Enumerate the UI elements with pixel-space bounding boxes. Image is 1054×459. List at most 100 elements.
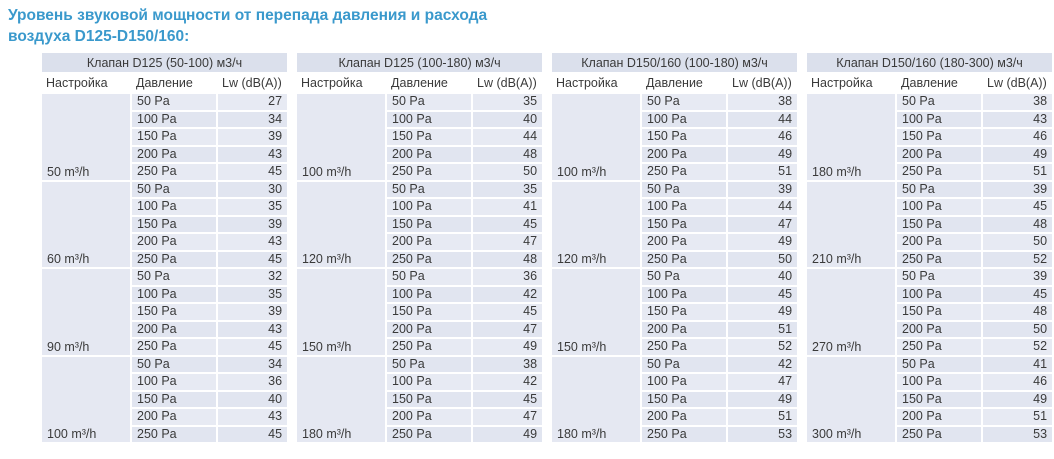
setting-cell: 120 m³/h [552, 181, 641, 267]
lw-value-cell: 44 [728, 111, 798, 127]
lw-value-cell: 42 [728, 356, 798, 372]
lw-value-cell: 53 [983, 426, 1053, 442]
table-row: 200 Pa 49 [807, 146, 1053, 162]
table-row: 120 m³/h 50 Pa 39 [552, 181, 798, 267]
pressure-cell: 100 Pa [642, 111, 727, 127]
pressure-cell: 250 Pa [642, 339, 727, 355]
lw-value-cell: 45 [218, 164, 288, 180]
tables-container: Клапан D125 (50-100) м3/ч Настройка Давлен… [40, 51, 1054, 444]
lw-value-cell: 39 [218, 129, 288, 145]
column-header-row: Настройка Давление Lw (dB(A)) [42, 74, 288, 92]
table-row: 250 Pa 45 [42, 426, 288, 442]
lw-value-cell: 45 [473, 304, 543, 320]
pressure-cell: 150 Pa [642, 129, 727, 145]
lw-value-cell: 36 [473, 269, 543, 285]
column-header-setting: Настройка [807, 74, 896, 92]
table-row: 100 Pa 45 [807, 286, 1053, 302]
pressure-cell: 150 Pa [642, 304, 727, 320]
table-row: 150 Pa 39 [42, 216, 288, 232]
lw-value-cell: 47 [728, 216, 798, 232]
table-title: Клапан D150/160 (100-180) м3/ч [552, 53, 798, 72]
lw-value-cell: 39 [218, 304, 288, 320]
lw-value-cell: 51 [983, 409, 1053, 425]
pressure-cell: 150 Pa [132, 129, 216, 145]
column-header-lw: Lw (dB(A)) [983, 74, 1053, 92]
pressure-cell: 100 Pa [642, 199, 727, 215]
lw-value-cell: 39 [983, 181, 1053, 197]
table-title-row: Клапан D125 (50-100) м3/ч [42, 53, 288, 72]
table-row: 150 Pa 45 [297, 216, 543, 232]
pressure-cell: 50 Pa [897, 94, 982, 110]
pressure-cell: 50 Pa [387, 356, 472, 372]
lw-value-cell: 49 [983, 391, 1053, 407]
lw-value-cell: 47 [473, 234, 543, 250]
table-row: 100 Pa 42 [297, 374, 543, 390]
lw-value-cell: 52 [728, 339, 798, 355]
lw-value-cell: 50 [983, 321, 1053, 337]
pressure-cell: 200 Pa [387, 409, 472, 425]
table-row: 210 m³/h 50 Pa 39 [807, 181, 1053, 267]
pressure-cell: 150 Pa [387, 304, 472, 320]
table-row: 150 Pa 49 [552, 391, 798, 407]
table-row: 150 Pa 44 [297, 129, 543, 145]
table-row: 100 m³/h 50 Pa 38 [552, 94, 798, 180]
table-title: Клапан D125 (100-180) м3/ч [297, 53, 543, 72]
table-row: 200 Pa 50 [807, 234, 1053, 250]
lw-value-cell: 40 [473, 111, 543, 127]
pressure-cell: 100 Pa [897, 199, 982, 215]
lw-value-cell: 43 [218, 146, 288, 162]
lw-value-cell: 43 [983, 111, 1053, 127]
pressure-cell: 100 Pa [387, 374, 472, 390]
pressure-cell: 100 Pa [132, 111, 216, 127]
setting-cell: 210 m³/h [807, 181, 896, 267]
table-row: 250 Pa 49 [297, 426, 543, 442]
lw-value-cell: 43 [218, 321, 288, 337]
setting-cell: 100 m³/h [42, 356, 130, 442]
pressure-cell: 200 Pa [897, 234, 982, 250]
pressure-cell: 250 Pa [132, 164, 216, 180]
pressure-cell: 150 Pa [642, 391, 727, 407]
table-row: 180 m³/h 50 Pa 38 [297, 356, 543, 442]
lw-value-cell: 45 [218, 251, 288, 267]
lw-value-cell: 46 [728, 129, 798, 145]
table-row: 100 Pa 45 [552, 286, 798, 302]
table-row: 150 m³/h 50 Pa 40 [552, 269, 798, 355]
pressure-cell: 50 Pa [642, 356, 727, 372]
valve-table-0: Клапан D125 (50-100) м3/ч Настройка Давлен… [40, 51, 289, 444]
pressure-cell: 250 Pa [132, 339, 216, 355]
table-row: 150 Pa 48 [807, 216, 1053, 232]
lw-value-cell: 51 [728, 321, 798, 337]
pressure-cell: 200 Pa [132, 321, 216, 337]
valve-table-3: Клапан D150/160 (180-300) м3/ч Настройка Д… [805, 51, 1054, 444]
table-row: 200 Pa 43 [42, 234, 288, 250]
table-row: 250 Pa 50 [297, 164, 543, 180]
table-row: 150 m³/h 50 Pa 36 [297, 269, 543, 355]
lw-value-cell: 27 [218, 94, 288, 110]
pressure-cell: 250 Pa [897, 426, 982, 442]
table-row: 250 Pa 48 [297, 251, 543, 267]
table-row: 250 Pa 53 [552, 426, 798, 442]
lw-value-cell: 50 [473, 164, 543, 180]
setting-cell: 150 m³/h [297, 269, 386, 355]
setting-cell: 180 m³/h [297, 356, 386, 442]
table-row: 250 Pa 52 [807, 339, 1053, 355]
pressure-cell: 150 Pa [897, 129, 982, 145]
pressure-cell: 50 Pa [387, 181, 472, 197]
table-row: 200 Pa 48 [297, 146, 543, 162]
pressure-cell: 200 Pa [642, 321, 727, 337]
pressure-cell: 200 Pa [897, 321, 982, 337]
table-row: 200 Pa 43 [42, 146, 288, 162]
column-header-pressure: Давление [642, 74, 727, 92]
pressure-cell: 100 Pa [897, 374, 982, 390]
lw-value-cell: 35 [473, 181, 543, 197]
pressure-cell: 200 Pa [132, 234, 216, 250]
table-row: 200 Pa 43 [42, 409, 288, 425]
lw-value-cell: 42 [473, 374, 543, 390]
pressure-cell: 50 Pa [132, 356, 216, 372]
table-row: 200 Pa 47 [297, 321, 543, 337]
table-row: 100 Pa 45 [807, 199, 1053, 215]
lw-value-cell: 45 [218, 339, 288, 355]
pressure-cell: 50 Pa [132, 181, 216, 197]
table-row: 250 Pa 45 [42, 164, 288, 180]
table-row: 270 m³/h 50 Pa 39 [807, 269, 1053, 355]
